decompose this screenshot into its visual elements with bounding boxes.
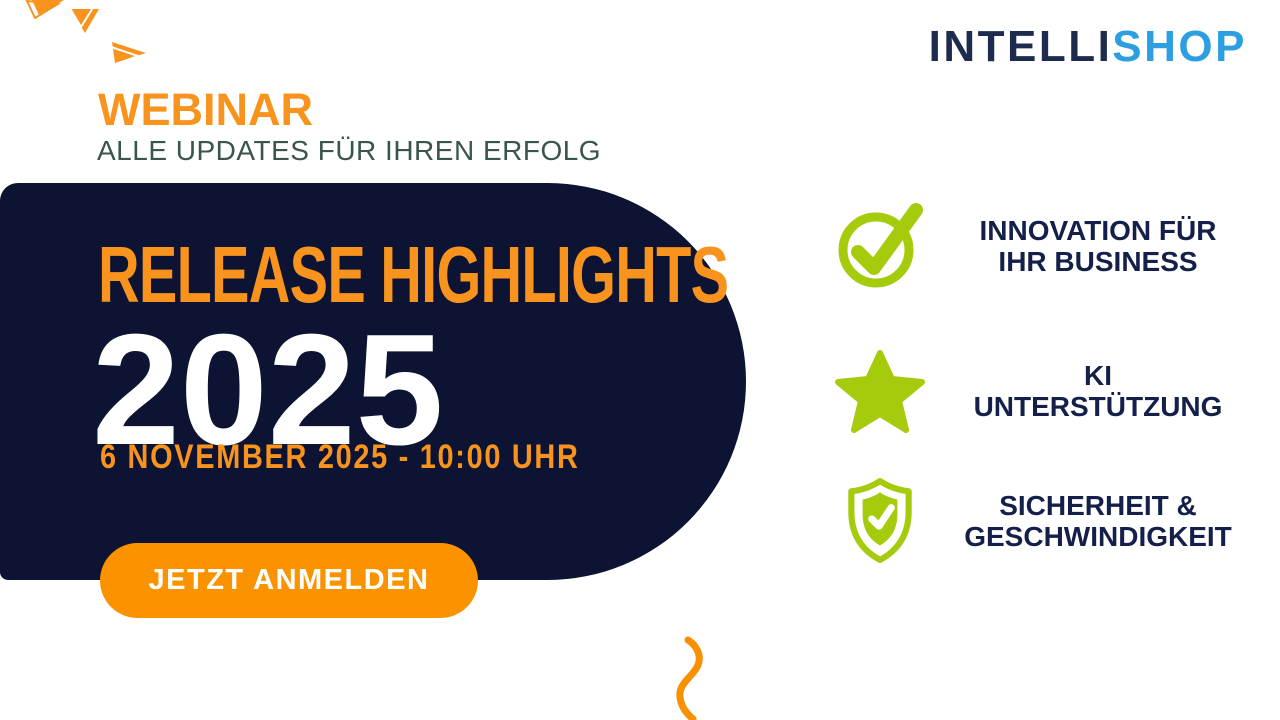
feature-line: IHR BUSINESS [998, 246, 1198, 277]
logo-text-shop: SHOP [1112, 22, 1247, 71]
check-circle-icon [828, 200, 932, 292]
feature-text: KI UNTERSTÜTZUNG [932, 360, 1264, 422]
hero-panel: RELEASE HIGHLIGHTS 2025 6 NOVEMBER 2025 … [0, 183, 746, 580]
feature-text: SICHERHEIT & GESCHWINDIGKEIT [932, 490, 1264, 552]
shield-check-icon [828, 477, 932, 565]
feature-line: KI [1084, 360, 1112, 391]
feature-line: GESCHWINDIGKEIT [964, 521, 1232, 552]
webinar-kicker: WEBINAR [98, 84, 313, 135]
feature-sicherheit: SICHERHEIT & GESCHWINDIGKEIT [828, 471, 1264, 571]
hero-datetime: 6 NOVEMBER 2025 - 10:00 UHR [100, 438, 580, 476]
webinar-tagline: ALLE UPDATES FÜR IHREN ERFOLG [97, 135, 602, 166]
star-icon [828, 347, 932, 435]
feature-text: INNOVATION FÜR IHR BUSINESS [932, 215, 1264, 277]
intellishop-logo: INTELLISHOP [929, 22, 1247, 72]
feature-line: UNTERSTÜTZUNG [973, 391, 1223, 422]
squiggle-decoration [676, 636, 703, 720]
triangle-decoration [25, 0, 146, 68]
feature-line: INNOVATION FÜR [979, 215, 1217, 246]
feature-ki: KI UNTERSTÜTZUNG [828, 341, 1264, 441]
hero-title: RELEASE HIGHLIGHTS [98, 230, 729, 319]
feature-line: SICHERHEIT & [999, 490, 1197, 521]
hero-year: 2025 [92, 302, 444, 478]
logo-text-intelli: INTELLI [928, 22, 1113, 71]
feature-innovation: INNOVATION FÜR IHR BUSINESS [828, 196, 1264, 296]
register-button[interactable]: JETZT ANMELDEN [100, 543, 478, 618]
